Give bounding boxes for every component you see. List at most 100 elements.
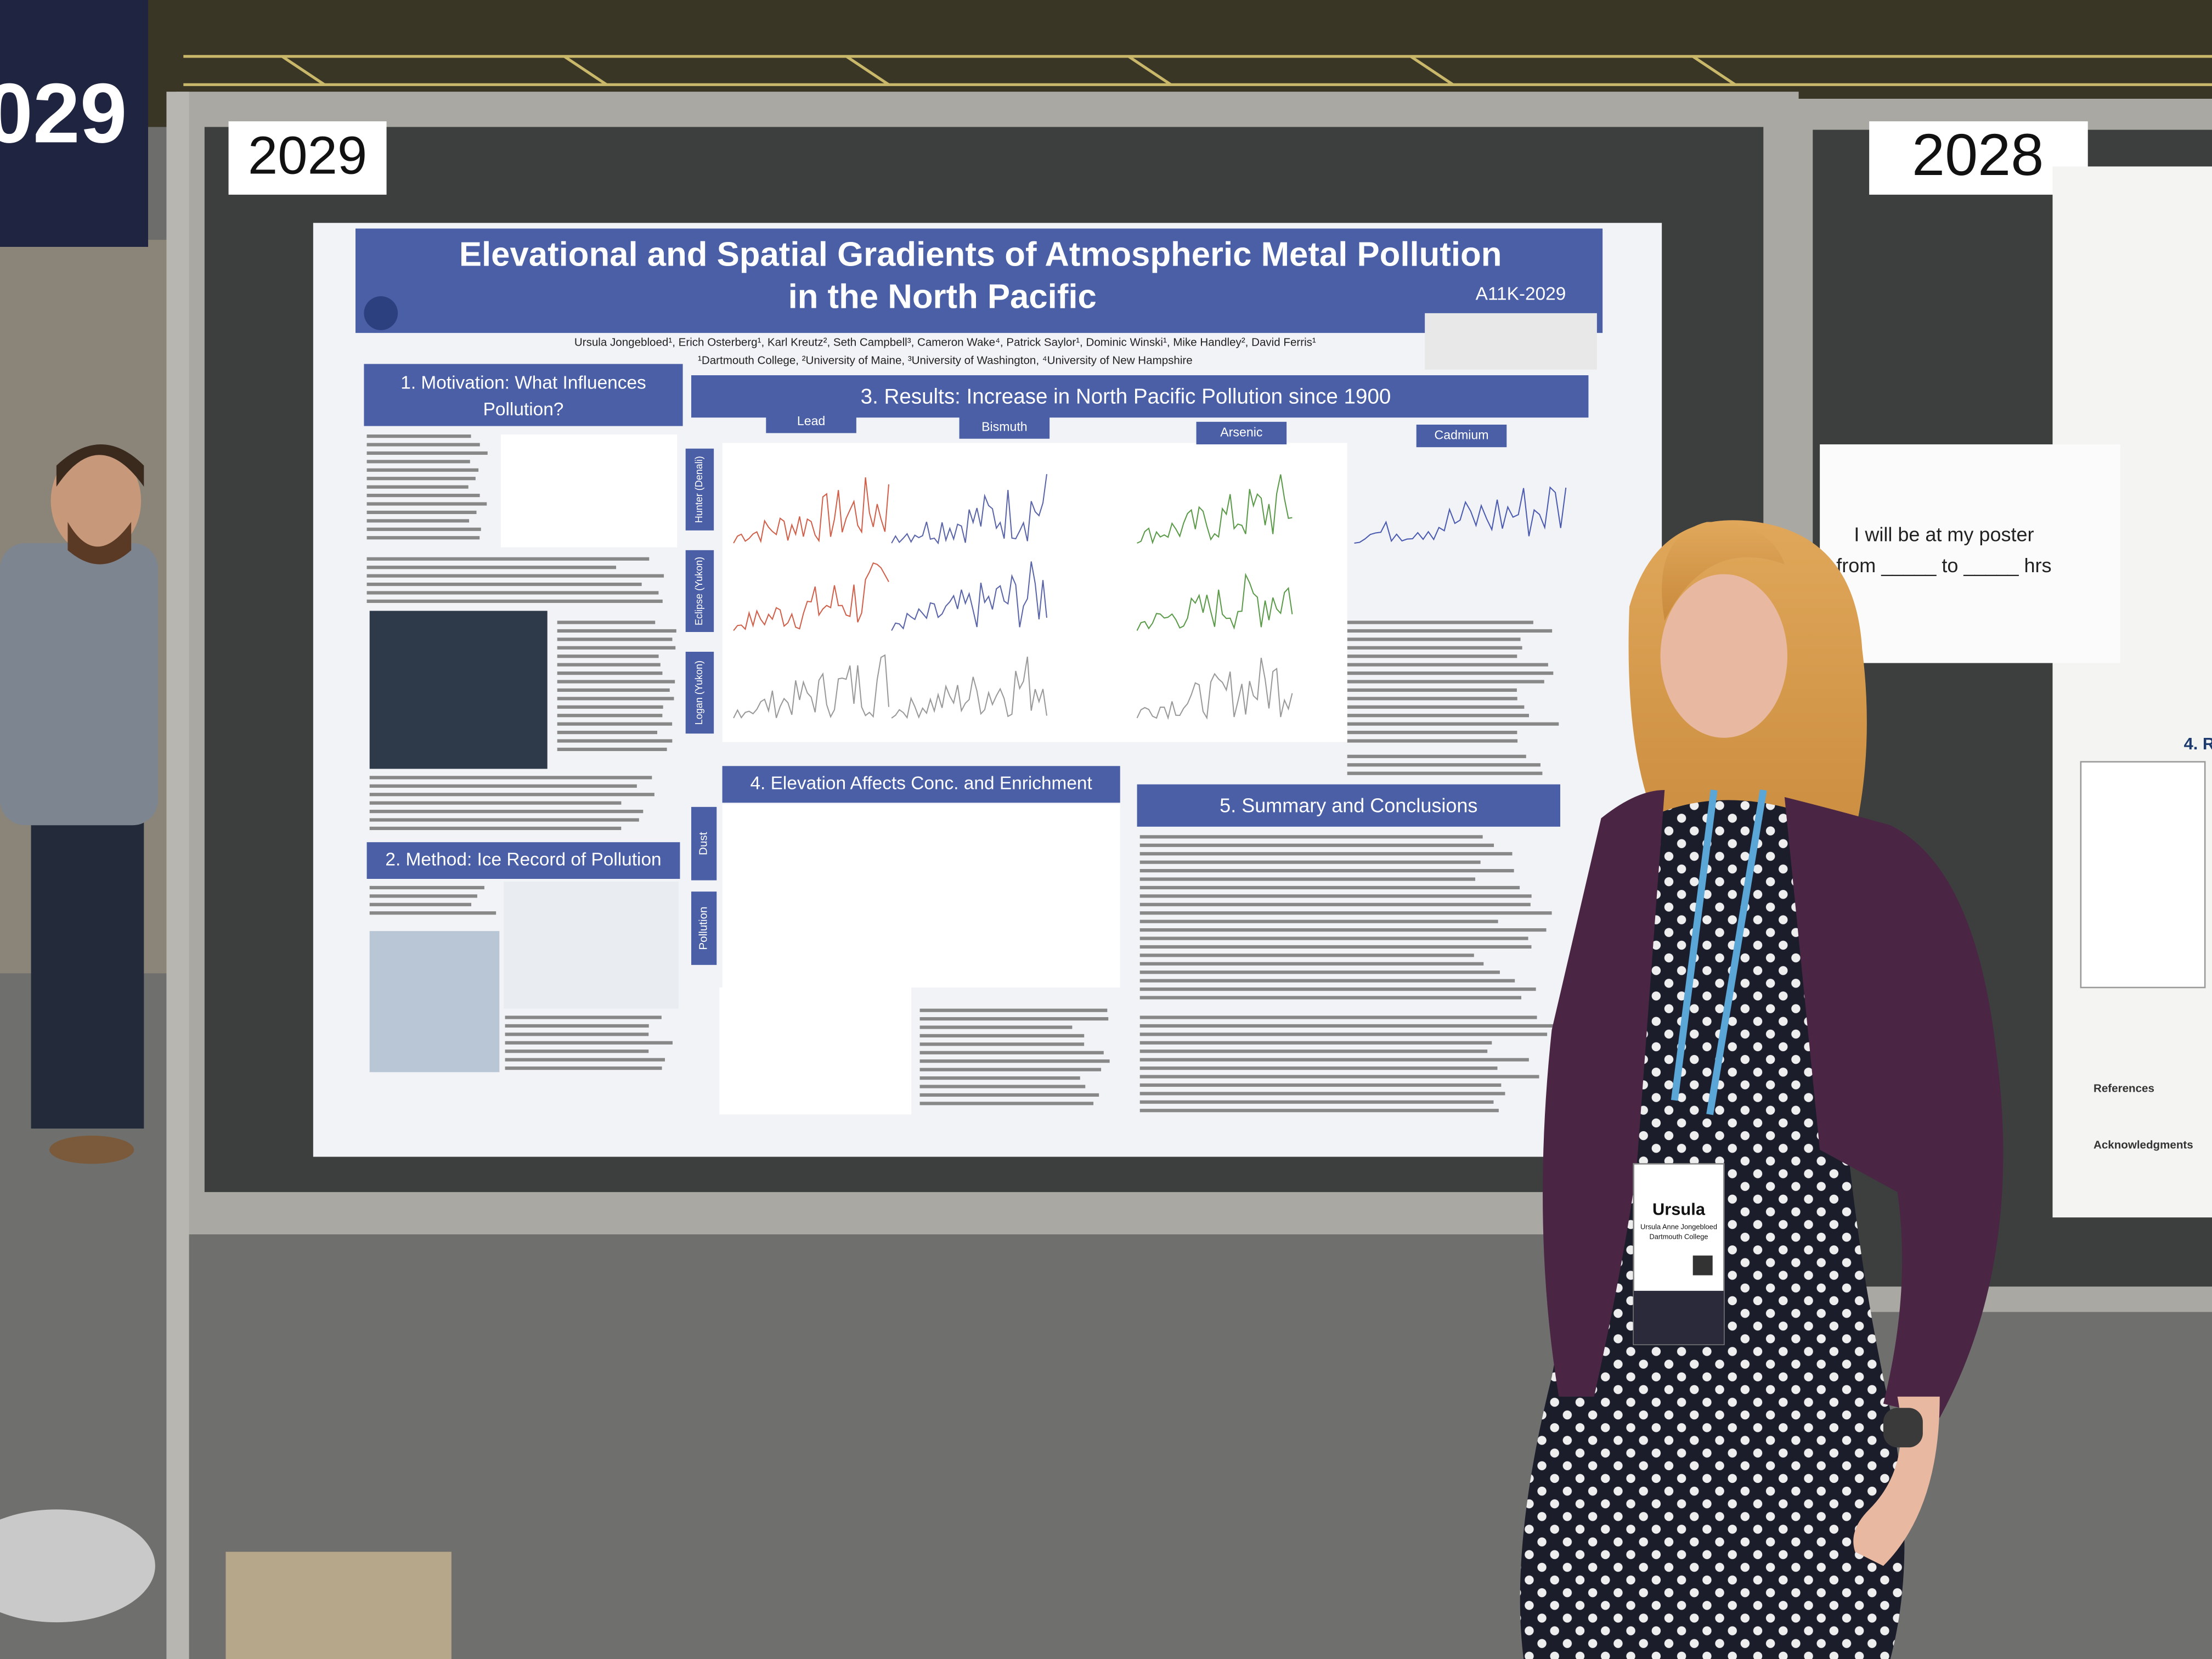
neighbor-poster — [2052, 166, 2212, 1218]
text-line — [1139, 877, 1476, 881]
row-label-box — [691, 891, 717, 965]
section-title: 1. Motivation: What Influences — [400, 373, 646, 393]
text-line — [505, 1049, 649, 1053]
elevation-figure — [722, 804, 1120, 988]
text-line — [1347, 646, 1522, 650]
logo — [364, 296, 398, 330]
text-line — [1347, 722, 1559, 726]
text-line — [505, 1066, 662, 1070]
poster-header — [356, 228, 1603, 333]
text-line — [1139, 988, 1536, 991]
text-line — [919, 1042, 1085, 1046]
text-line — [505, 1032, 649, 1036]
text-line — [1139, 1015, 1537, 1019]
text-line — [1139, 894, 1532, 898]
text-line — [557, 739, 673, 743]
text-line — [557, 654, 659, 658]
text-line — [369, 784, 637, 788]
text-line — [1347, 771, 1543, 775]
site-label-box — [685, 550, 714, 632]
text-line — [366, 468, 479, 472]
text-line — [919, 1102, 1094, 1105]
site-label: Hunter (Denali) — [693, 456, 704, 523]
squiggle — [891, 561, 1048, 631]
qr-code — [1692, 1255, 1713, 1276]
text-line — [366, 477, 476, 481]
text-line — [1347, 739, 1518, 743]
text-line — [1347, 680, 1544, 684]
text-line — [557, 747, 667, 752]
profile-figure — [719, 988, 912, 1115]
neighbor-heading: Acknowledgments — [2094, 1138, 2193, 1151]
text-line — [1139, 1058, 1529, 1062]
text-line — [557, 688, 670, 692]
text-line — [1347, 672, 1554, 675]
text-line — [1347, 629, 1553, 633]
text-line — [1139, 1024, 1554, 1028]
squiggle — [733, 477, 890, 544]
text-line — [369, 902, 472, 906]
text-line — [557, 629, 676, 633]
text-line — [366, 557, 650, 561]
row-label-box — [691, 806, 717, 881]
text-line — [557, 663, 661, 667]
text-line — [919, 1068, 1102, 1071]
booth-label — [228, 121, 387, 195]
sign-text: from _____ to _____ hrs — [1836, 554, 2051, 577]
text-line — [557, 714, 663, 718]
metal-label: Arsenic — [1220, 425, 1262, 439]
text-line — [1139, 1032, 1548, 1036]
badge-footer — [1633, 1290, 1724, 1345]
truss — [183, 55, 2212, 86]
bar-figure — [500, 435, 678, 548]
section-header — [364, 364, 683, 426]
metal-label-box — [959, 416, 1050, 439]
squiggle — [891, 474, 1048, 545]
text-line — [557, 646, 676, 650]
metal-label-box — [1196, 421, 1287, 444]
text-line — [1347, 697, 1517, 701]
metal-label: Lead — [797, 414, 825, 428]
section-header — [722, 766, 1120, 803]
map — [369, 611, 548, 769]
poster-id: A11K-2029 — [1476, 284, 1566, 304]
text-line — [557, 722, 673, 726]
text-line — [366, 574, 664, 578]
section-header — [1137, 784, 1560, 827]
squiggle — [1136, 657, 1293, 720]
text-line — [557, 731, 658, 735]
site-label: Eclipse (Yukon) — [693, 557, 704, 625]
floor-box — [225, 1551, 452, 1659]
text-line — [366, 485, 469, 489]
row-label: Dust — [697, 832, 710, 855]
poster-title: Elevational and Spatial Gradients of Atm… — [459, 235, 1502, 273]
text-line — [369, 801, 622, 805]
text-line — [919, 1008, 1108, 1012]
text-line — [1139, 1041, 1492, 1045]
text-line — [366, 527, 481, 531]
squiggle — [1136, 572, 1293, 631]
site-label-box — [685, 652, 714, 734]
bag — [0, 1509, 155, 1623]
text-line — [1139, 1092, 1505, 1096]
metal-label: Cadmium — [1435, 428, 1489, 442]
text-line — [369, 810, 644, 814]
text-line — [1347, 705, 1525, 709]
text-line — [557, 637, 673, 641]
section-title: 2. Method: Ice Record of Pollution — [385, 849, 661, 870]
text-line — [1139, 885, 1520, 890]
text-line — [1139, 835, 1483, 839]
charts: Lead Bismuth Arsenic Cadmium Hunter (Denali)… — [685, 410, 1567, 965]
poster-title: in the North Pacific — [788, 278, 1097, 315]
text-line — [369, 793, 654, 797]
text-line — [369, 818, 639, 822]
text-line — [1139, 1100, 1494, 1104]
text-line — [505, 1024, 649, 1028]
metal-label: Bismuth — [981, 419, 1028, 433]
text-line — [1139, 1075, 1539, 1079]
text-line — [366, 583, 642, 586]
text-line — [1347, 714, 1530, 718]
